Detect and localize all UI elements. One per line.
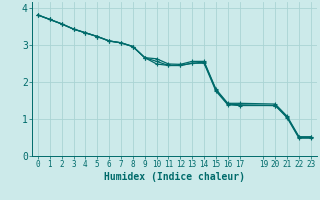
X-axis label: Humidex (Indice chaleur): Humidex (Indice chaleur) [104,172,245,182]
